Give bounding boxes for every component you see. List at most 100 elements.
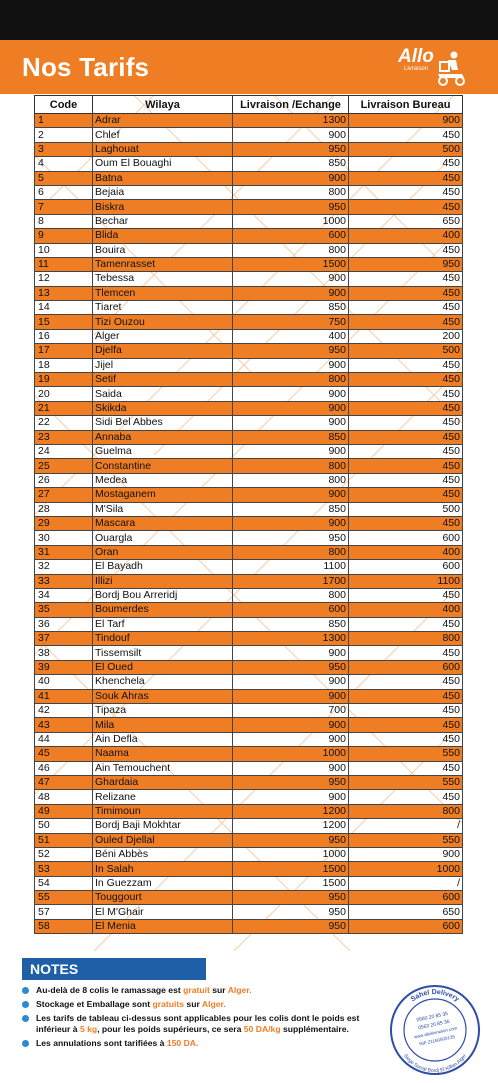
table-row: 5 Batna 900 450 [34, 170, 463, 186]
note-text: sur [209, 985, 228, 995]
table-row: 45 Naama 1000 550 [34, 746, 463, 762]
cell-wilaya: Annaba [92, 429, 233, 445]
cell-livraison-bureau: 450 [348, 731, 463, 748]
cell-code: 49 [34, 803, 93, 820]
cell-wilaya: Oum El Bouaghi [92, 156, 233, 172]
cell-code: 40 [34, 674, 93, 690]
cell-livraison-bureau: 450 [348, 300, 463, 316]
cell-livraison-echange: 900 [232, 127, 349, 143]
cell-code: 33 [34, 573, 93, 589]
cell-livraison-echange: 800 [232, 372, 349, 388]
column-header-wilaya: Wilaya [92, 95, 233, 114]
cell-code: 21 [34, 400, 93, 417]
cell-livraison-echange: 1200 [232, 803, 349, 820]
cell-code: 23 [34, 429, 93, 445]
cell-livraison-bureau: 450 [348, 645, 463, 661]
table-row: 42 Tipaza 700 450 [34, 703, 463, 719]
cell-wilaya: El Tarf [92, 616, 233, 633]
cell-livraison-bureau: 450 [348, 688, 463, 705]
cell-livraison-echange: 1000 [232, 746, 349, 762]
cell-code: 37 [34, 631, 93, 647]
note-highlight: gratuit [183, 985, 210, 995]
cell-wilaya: Tamenrasset [92, 256, 233, 273]
allo-livraison-logo: Allo Livraison [398, 46, 468, 90]
table-row: 47 Ghardaia 950 550 [34, 774, 463, 791]
cell-wilaya: Mascara [92, 515, 233, 532]
cell-wilaya: Skikda [92, 400, 233, 417]
table-row: 50 Bordj Baji Mokhtar 1200/ [34, 818, 463, 834]
cell-wilaya: Batna [92, 170, 233, 186]
cell-livraison-echange: 900 [232, 285, 349, 302]
cell-code: 29 [34, 515, 93, 532]
cell-livraison-bureau: 950 [348, 256, 463, 273]
table-row: 23 Annaba 850 450 [34, 429, 463, 445]
cell-code: 31 [34, 544, 93, 561]
cell-livraison-bureau: 450 [348, 789, 463, 805]
cell-wilaya: Djelfa [92, 343, 233, 359]
cell-livraison-bureau: 450 [348, 170, 463, 186]
cell-code: 58 [34, 918, 93, 935]
table-row: 24 Guelma 900 450 [34, 443, 463, 460]
cell-wilaya: Chlef [92, 127, 233, 143]
cell-livraison-echange: 1000 [232, 846, 349, 863]
cell-wilaya: Adrar [92, 112, 233, 129]
cell-livraison-bureau: 450 [348, 314, 463, 330]
cell-code: 54 [34, 875, 93, 892]
table-row: 27 Mostaganem 900 450 [34, 487, 463, 503]
notes-heading: NOTES [22, 958, 206, 980]
cell-wilaya: Béni Abbès [92, 846, 233, 863]
cell-code: 28 [34, 501, 93, 517]
table-row: 9 Blida 600 400 [34, 228, 463, 244]
cell-livraison-bureau: 500 [348, 501, 463, 517]
cell-livraison-echange: 900 [232, 789, 349, 805]
cell-livraison-echange: 800 [232, 242, 349, 258]
cell-code: 45 [34, 746, 93, 762]
cell-livraison-bureau: 650 [348, 904, 463, 920]
table-row: 26 Medea 800 450 [34, 472, 463, 489]
cell-livraison-echange: 850 [232, 156, 349, 172]
cell-code: 13 [34, 285, 93, 302]
cell-livraison-echange: 1200 [232, 818, 349, 834]
cell-wilaya: Boumerdes [92, 602, 233, 618]
table-row: 2 Chlef 900 450 [34, 127, 463, 143]
cell-livraison-bureau: 500 [348, 141, 463, 158]
cell-livraison-bureau: 500 [348, 343, 463, 359]
cell-livraison-bureau: 450 [348, 674, 463, 690]
cell-wilaya: Relizane [92, 789, 233, 805]
table-row: 36 El Tarf 850 450 [34, 616, 463, 633]
cell-livraison-echange: 900 [232, 400, 349, 417]
cell-code: 39 [34, 659, 93, 676]
table-row: 4 Oum El Bouaghi 850 450 [34, 156, 463, 172]
bullet-icon [22, 987, 29, 994]
cell-livraison-echange: 900 [232, 645, 349, 661]
cell-wilaya: Tebessa [92, 271, 233, 287]
note-highlight: Alger. [227, 985, 252, 995]
column-header-livraison-echange: Livraison /Echange [232, 95, 349, 114]
cell-code: 36 [34, 616, 93, 633]
cell-code: 17 [34, 343, 93, 359]
cell-livraison-bureau: 600 [348, 659, 463, 676]
cell-code: 46 [34, 760, 93, 776]
tariff-table: Code Wilaya Livraison /Echange Livraison… [34, 95, 463, 935]
cell-code: 26 [34, 472, 93, 489]
cell-livraison-bureau: 1000 [348, 861, 463, 877]
cell-livraison-echange: 750 [232, 314, 349, 330]
cell-wilaya: Bordj Bou Arreridj [92, 587, 233, 604]
cell-livraison-bureau: 800 [348, 631, 463, 647]
table-row: 33 Illizi 1700 1100 [34, 573, 463, 589]
cell-livraison-echange: 900 [232, 415, 349, 431]
cell-code: 15 [34, 314, 93, 330]
cell-livraison-bureau: 600 [348, 559, 463, 575]
table-row: 39 El Oued 950 600 [34, 659, 463, 676]
cell-code: 14 [34, 300, 93, 316]
cell-livraison-bureau: / [348, 818, 463, 834]
delivery-scooter-icon [438, 51, 465, 86]
page-title: Nos Tarifs [22, 52, 150, 82]
cell-wilaya: Oran [92, 544, 233, 561]
cell-livraison-bureau: 600 [348, 890, 463, 906]
cell-code: 11 [34, 256, 93, 273]
cell-livraison-bureau: 800 [348, 803, 463, 820]
cell-livraison-bureau: 450 [348, 357, 463, 374]
table-row: 10 Bouira 800 450 [34, 242, 463, 258]
table-row: 41 Souk Ahras 900 450 [34, 688, 463, 705]
